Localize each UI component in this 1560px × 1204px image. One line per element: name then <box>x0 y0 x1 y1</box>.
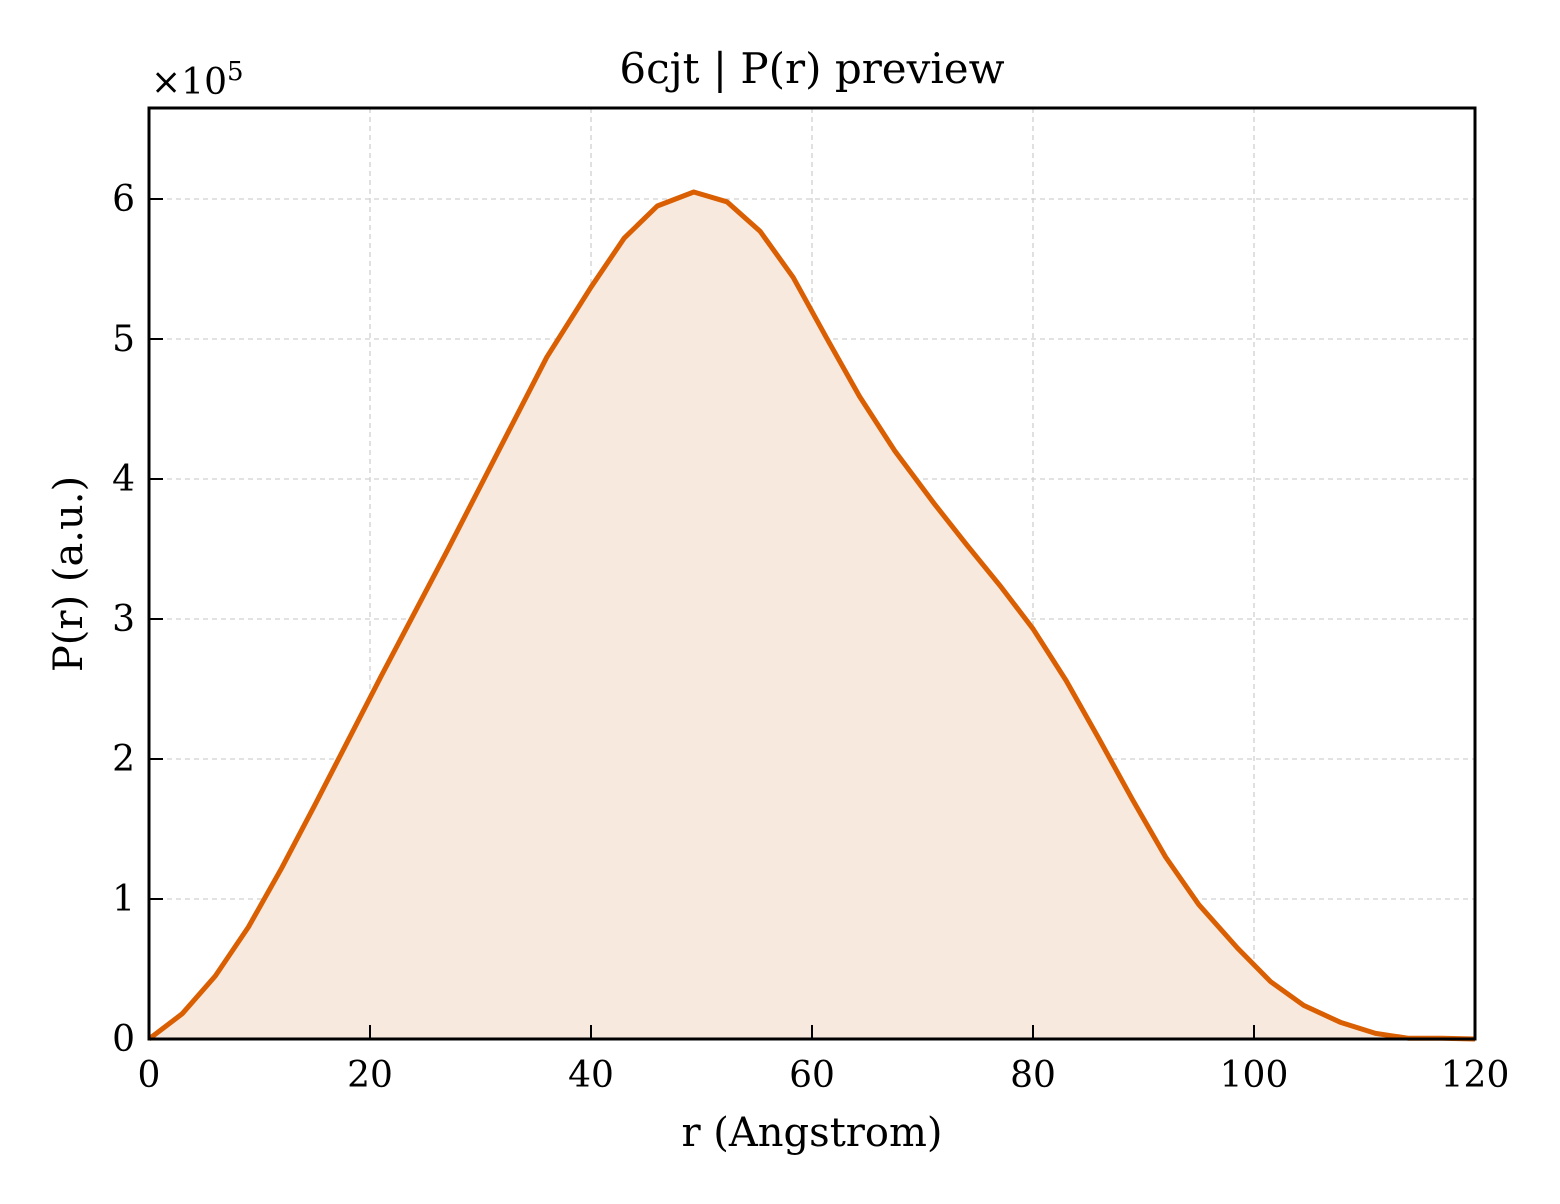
x-tick-label-120: 120 <box>1441 1055 1510 1096</box>
pr-series-line <box>147 189 1476 1042</box>
y-tick-label-0: 0 <box>112 1019 135 1060</box>
pr-area-fill <box>149 192 1475 1039</box>
y-tick-label-4: 4 <box>112 459 135 500</box>
y-axis-multiplier: ×105 <box>151 57 244 103</box>
x-tick-label-20: 20 <box>347 1055 393 1096</box>
x-axis-label: r (Angstrom) <box>681 1110 942 1156</box>
y-tick-label-5: 5 <box>112 319 135 360</box>
ticks: 0 20 40 60 80 100 120 0 1 2 3 4 5 6 <box>112 179 1509 1096</box>
y-tick-label-1: 1 <box>112 879 135 920</box>
x-tick-label-60: 60 <box>789 1055 835 1096</box>
y-tick-label-2: 2 <box>112 739 135 780</box>
y-axis-multiplier-exponent: 5 <box>227 57 244 87</box>
y-tick-label-6: 6 <box>112 179 135 220</box>
y-axis-label: P(r) (a.u.) <box>46 476 92 672</box>
x-tick-label-100: 100 <box>1220 1055 1289 1096</box>
x-tick-label-80: 80 <box>1010 1055 1056 1096</box>
y-axis-multiplier-base: ×10 <box>151 62 227 103</box>
x-tick-label-40: 40 <box>568 1055 614 1096</box>
chart-title: 6cjt | P(r) preview <box>619 44 1004 93</box>
y-tick-label-3: 3 <box>112 599 135 640</box>
x-tick-label-0: 0 <box>138 1055 161 1096</box>
